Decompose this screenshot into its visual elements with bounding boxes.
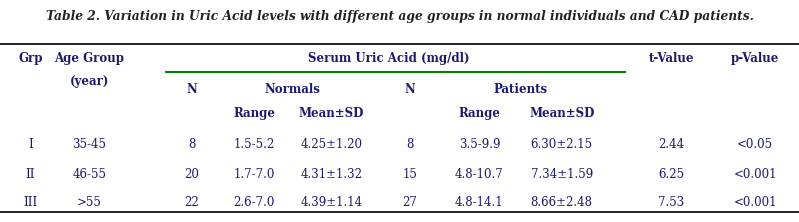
Text: <0.05: <0.05 (737, 138, 773, 151)
Text: 4.8-14.1: 4.8-14.1 (455, 196, 503, 208)
Text: Table 2. Variation in Uric Acid levels with different age groups in normal indiv: Table 2. Variation in Uric Acid levels w… (46, 10, 753, 23)
Text: 2.44: 2.44 (658, 138, 684, 151)
Text: 20: 20 (185, 168, 199, 181)
Text: 7.53: 7.53 (658, 196, 684, 208)
Text: Mean±SD: Mean±SD (299, 107, 364, 120)
Text: t-Value: t-Value (649, 52, 694, 65)
Text: 35-45: 35-45 (73, 138, 106, 151)
Text: 7.34±1.59: 7.34±1.59 (531, 168, 593, 181)
Text: 8: 8 (188, 138, 196, 151)
Text: 1.7-7.0: 1.7-7.0 (233, 168, 275, 181)
Text: <0.001: <0.001 (733, 196, 777, 208)
Text: Range: Range (459, 107, 500, 120)
Text: p-Value: p-Value (731, 52, 779, 65)
Text: I: I (28, 138, 33, 151)
Text: 4.31±1.32: 4.31±1.32 (300, 168, 363, 181)
Text: Grp: Grp (18, 52, 42, 65)
Text: N: N (404, 83, 415, 96)
Text: 8.66±2.48: 8.66±2.48 (531, 196, 593, 208)
Text: 4.8-10.7: 4.8-10.7 (455, 168, 504, 181)
Text: Serum Uric Acid (mg/dl): Serum Uric Acid (mg/dl) (308, 52, 470, 65)
Text: Normals: Normals (265, 83, 320, 96)
Text: 1.5-5.2: 1.5-5.2 (233, 138, 275, 151)
Text: 3.5-9.9: 3.5-9.9 (459, 138, 500, 151)
Text: 4.25±1.20: 4.25±1.20 (300, 138, 363, 151)
Text: 27: 27 (403, 196, 417, 208)
Text: 2.6-7.0: 2.6-7.0 (233, 196, 275, 208)
Text: 22: 22 (185, 196, 199, 208)
Text: 4.39±1.14: 4.39±1.14 (300, 196, 363, 208)
Text: II: II (26, 168, 35, 181)
Text: Patients: Patients (494, 83, 547, 96)
Text: III: III (23, 196, 38, 208)
Text: Mean±SD: Mean±SD (529, 107, 594, 120)
Text: 6.30±2.15: 6.30±2.15 (531, 138, 593, 151)
Text: Range: Range (233, 107, 275, 120)
Text: <0.001: <0.001 (733, 168, 777, 181)
Text: >55: >55 (77, 196, 102, 208)
Text: 15: 15 (403, 168, 417, 181)
Text: 8: 8 (406, 138, 414, 151)
Text: (year): (year) (70, 75, 109, 87)
Text: N: N (186, 83, 197, 96)
Text: Age Group: Age Group (54, 52, 125, 65)
Text: 46-55: 46-55 (73, 168, 106, 181)
Text: 6.25: 6.25 (658, 168, 684, 181)
